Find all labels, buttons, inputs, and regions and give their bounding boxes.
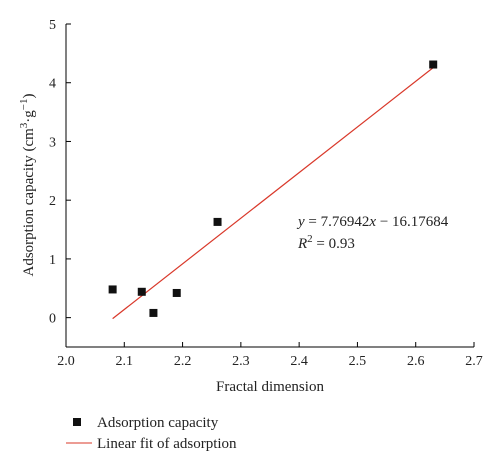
fit-r-label: R <box>297 236 307 252</box>
fit-equation-coeff: = 7.76942 <box>305 214 370 230</box>
x-tick-label: 2.5 <box>349 354 367 369</box>
x-axis-title: Fractal dimension <box>216 379 324 395</box>
fit-equation: y = 7.76942x − 16.17684 <box>296 214 449 230</box>
data-point <box>429 60 438 69</box>
y-tick-label: 0 <box>49 312 56 327</box>
fit-equation-x: x <box>368 214 376 230</box>
x-tick-label: 2.4 <box>290 354 308 369</box>
legend-label-scatter: Adsorption capacity <box>97 415 219 431</box>
legend-label-fit: Linear fit of adsorption <box>97 436 237 452</box>
legend: Adsorption capacity Linear fit of adsorp… <box>66 415 237 452</box>
points-layer <box>108 60 438 317</box>
data-point <box>172 288 181 297</box>
x-tick-label: 2.1 <box>116 354 134 369</box>
y-tick-label: 3 <box>49 135 56 150</box>
fit-equation-y: y <box>296 214 305 230</box>
data-point <box>213 217 222 226</box>
y-ticks: 0 1 2 3 4 5 <box>49 18 71 327</box>
y-tick-label: 1 <box>49 253 56 268</box>
fit-r-value: = 0.93 <box>313 236 355 252</box>
fit-r-squared: R2 = 0.93 <box>297 233 355 252</box>
fit-line <box>112 67 434 320</box>
y-axis-title-suffix: ) <box>21 93 37 98</box>
x-tick-label: 2.2 <box>174 354 192 369</box>
x-tick-label: 2.6 <box>407 354 425 369</box>
y-axis-title-mid: ·g <box>21 110 37 123</box>
x-tick-label: 2.3 <box>232 354 250 369</box>
y-axis-title: Adsorption capacity (cm3·g−1) <box>18 93 37 276</box>
y-axis-title-sup2: −1 <box>18 98 30 110</box>
fit-equation-intercept: − 16.17684 <box>376 214 449 230</box>
legend-marker-scatter <box>73 418 81 426</box>
axes <box>65 24 474 348</box>
y-tick-label: 4 <box>49 77 56 92</box>
y-tick-label: 2 <box>49 194 56 209</box>
y-axis-title-prefix: Adsorption capacity (cm <box>21 128 37 277</box>
x-tick-label: 2.7 <box>465 354 483 369</box>
y-axis-title-sup1: 3 <box>18 122 30 128</box>
x-ticks: 2.0 2.1 2.2 2.3 2.4 2.5 2.6 2.7 <box>57 342 483 369</box>
data-point <box>108 285 117 294</box>
data-point <box>137 287 146 296</box>
fit-r-sup: 2 <box>307 233 313 245</box>
data-point <box>149 308 158 317</box>
y-tick-label: 5 <box>49 18 56 33</box>
x-tick-label: 2.0 <box>57 354 75 369</box>
fit-layer <box>112 67 434 320</box>
